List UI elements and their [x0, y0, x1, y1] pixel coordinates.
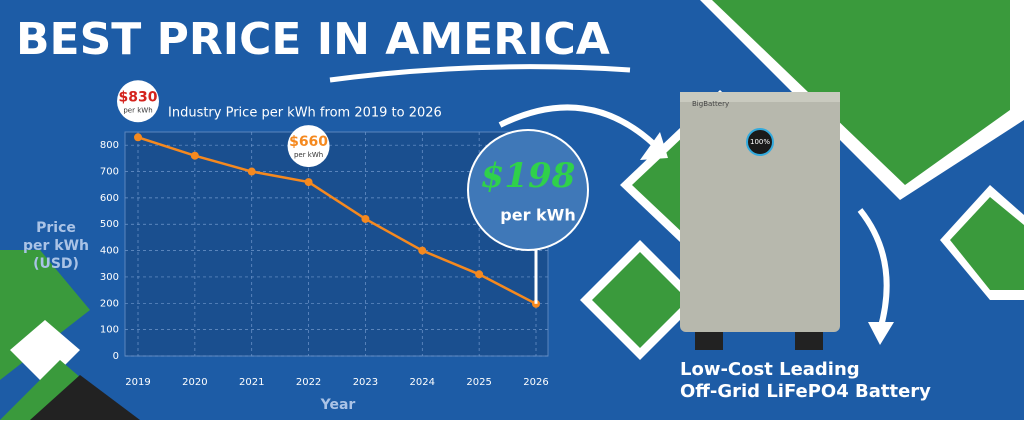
value-label-unit: per kWh — [500, 206, 575, 225]
callout — [287, 125, 330, 168]
y-axis-label: (USD) — [33, 256, 79, 272]
x-tick-label: 2023 — [353, 377, 378, 388]
y-tick-label: 200 — [100, 298, 119, 309]
data-point — [190, 151, 199, 160]
price-line — [137, 136, 537, 305]
y-tick-label: 700 — [100, 167, 119, 178]
x-tick-label: 2025 — [466, 377, 491, 388]
data-point — [475, 270, 484, 279]
x-axis-label: Year — [320, 397, 356, 413]
caption: Off-Grid LiFePO4 Battery — [680, 381, 931, 402]
callout — [467, 129, 589, 251]
arrow-head — [868, 322, 894, 345]
data-point — [361, 214, 370, 223]
arrow — [498, 104, 663, 153]
value-label: $198 — [481, 156, 576, 196]
data-point — [134, 133, 142, 142]
chart: Industry Price per kWh from 2019 to 2026… — [23, 80, 589, 413]
value-label: $660 — [289, 134, 328, 150]
x-tick-label: 2021 — [239, 377, 264, 388]
data-point — [304, 178, 313, 187]
arrow — [857, 208, 890, 331]
underline — [329, 64, 631, 83]
y-tick-label: 300 — [100, 272, 119, 283]
x-tick-label: 2020 — [182, 377, 207, 388]
y-tick-label: 100 — [100, 325, 119, 336]
y-tick-label: 0 — [113, 351, 119, 362]
y-tick-label: 600 — [100, 193, 119, 204]
brand: BigBattery — [692, 100, 729, 108]
y-axis-label: Price — [36, 220, 76, 236]
data-point — [418, 246, 427, 255]
value-label-unit: per kWh — [123, 106, 152, 114]
x-tick-label: 2022 — [296, 377, 321, 388]
x-tick-label: 2024 — [410, 377, 435, 388]
data-point — [247, 167, 256, 176]
y-tick-label: 500 — [100, 219, 119, 230]
x-tick-label: 2026 — [523, 377, 548, 388]
y-tick-label: 400 — [100, 246, 119, 257]
y-axis-label: per kWh — [23, 238, 89, 254]
arrow-head — [640, 132, 668, 160]
callout — [117, 80, 159, 123]
battery: BigBattery 100% — [680, 92, 840, 350]
value-label-unit: per kWh — [294, 151, 323, 159]
chart-title: Industry Price per kWh from 2019 to 2026 — [168, 106, 442, 121]
caption: Low-Cost Leading — [680, 359, 860, 380]
display: 100% — [750, 138, 770, 146]
x-tick-label: 2019 — [125, 377, 150, 388]
y-tick-label: 800 — [100, 140, 119, 151]
value-label: $830 — [119, 89, 158, 105]
headline: BEST PRICE IN AMERICA — [16, 14, 610, 65]
